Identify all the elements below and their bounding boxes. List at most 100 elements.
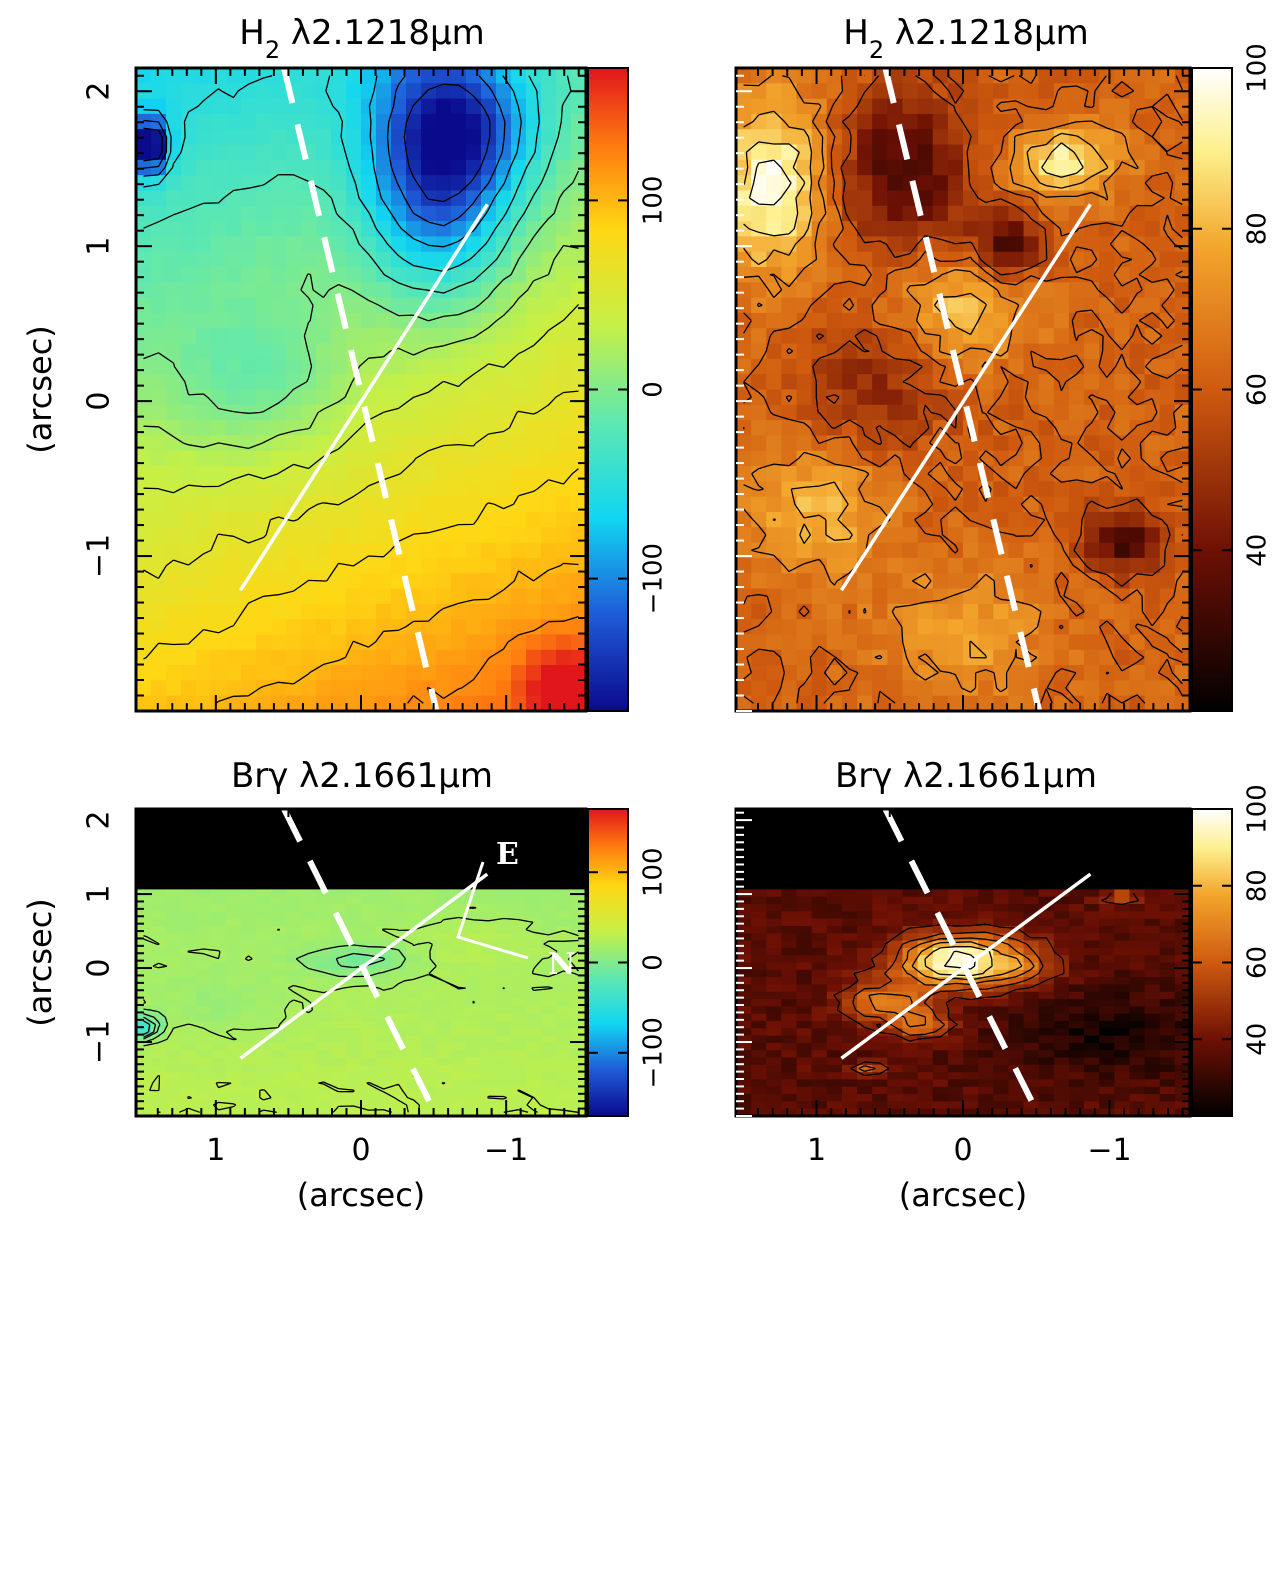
heatmap-cell	[166, 358, 182, 375]
heatmap-cell	[826, 882, 843, 891]
heatmap-cell	[316, 947, 332, 956]
heatmap-cell	[1038, 129, 1055, 146]
heatmap-cell	[436, 1050, 452, 1059]
heatmap-cell	[466, 83, 482, 100]
heatmap-cell	[781, 925, 798, 934]
heatmap-cell	[496, 962, 512, 971]
heatmap-cell	[466, 496, 482, 513]
heatmap-cell	[541, 236, 557, 253]
heatmap-cell	[541, 374, 557, 391]
heatmap-cell	[1008, 557, 1025, 574]
heatmap-cell	[1038, 860, 1055, 869]
heatmap-cell	[556, 955, 572, 964]
heatmap-cell	[811, 527, 828, 544]
heatmap-cell	[511, 435, 527, 452]
heatmap-cell	[526, 1050, 542, 1059]
heatmap-cell	[781, 190, 798, 207]
heatmap-cell	[963, 838, 979, 847]
heatmap-cell	[796, 962, 813, 971]
contour-line	[143, 75, 506, 227]
heatmap-cell	[993, 221, 1009, 238]
heatmap-cell	[226, 297, 242, 314]
heatmap-cell	[196, 955, 212, 964]
heatmap-cell	[556, 867, 572, 876]
heatmap-cell	[346, 830, 362, 839]
heatmap-cell	[511, 1042, 527, 1051]
heatmap-cell	[286, 984, 302, 993]
heatmap-cell	[781, 527, 798, 544]
heatmap-cell	[226, 1013, 242, 1022]
heatmap-cell	[361, 867, 377, 876]
heatmap-cell	[421, 1101, 437, 1110]
heatmap-cell	[451, 1072, 467, 1081]
heatmap-cell	[857, 634, 873, 651]
heatmap-cell	[511, 1013, 527, 1022]
heatmap-cell	[511, 588, 527, 605]
heatmap-cell	[902, 695, 919, 712]
heatmap-cell	[1023, 867, 1040, 876]
heatmap-cell	[872, 918, 888, 927]
heatmap-cell	[947, 221, 964, 238]
heatmap-cell	[1144, 962, 1161, 971]
heatmap-cell	[1174, 251, 1191, 268]
heatmap-cell	[346, 889, 362, 898]
heatmap-cell	[436, 420, 452, 437]
heatmap-cell	[556, 389, 572, 406]
heatmap-cell	[993, 823, 1009, 832]
heatmap-cell	[391, 267, 407, 283]
heatmap-cell	[1114, 374, 1131, 391]
heatmap-cell	[1068, 867, 1085, 876]
heatmap-cell	[316, 695, 332, 712]
heatmap-cell	[451, 542, 467, 559]
heatmap-cell	[1068, 420, 1085, 437]
heatmap-cell	[796, 496, 813, 513]
heatmap-cell	[556, 1072, 572, 1081]
heatmap-cell	[316, 984, 332, 993]
heatmap-cell	[1023, 267, 1040, 283]
heatmap-cell	[466, 925, 482, 934]
heatmap-cell	[963, 816, 979, 825]
heatmap-cell	[993, 695, 1009, 712]
heatmap-cell	[1084, 297, 1100, 314]
heatmap-cell	[1129, 205, 1146, 222]
heatmap-cell	[1023, 904, 1040, 912]
heatmap-cell	[451, 496, 467, 513]
heatmap-cell	[841, 98, 858, 115]
heatmap-cell	[226, 860, 242, 869]
heatmap-cell	[811, 933, 828, 942]
heatmap-cell	[526, 1101, 542, 1110]
heatmap-cell	[271, 845, 287, 854]
heatmap-cell	[136, 420, 152, 437]
heatmap-cell	[166, 680, 182, 697]
heatmap-cell	[526, 159, 542, 176]
colorbar-tick-label: 100	[1243, 43, 1273, 93]
heatmap-cell	[1023, 374, 1040, 391]
heatmap-cell	[286, 190, 302, 207]
heatmap-cell	[1114, 557, 1131, 574]
heatmap-cell	[151, 159, 167, 176]
heatmap-cell	[917, 159, 934, 176]
heatmap-cell	[1099, 404, 1115, 421]
heatmap-cell	[391, 374, 407, 391]
heatmap-cell	[932, 542, 949, 559]
heatmap-cell	[1174, 940, 1191, 949]
heatmap-cell	[541, 619, 557, 636]
heatmap-cell	[902, 573, 919, 590]
heatmap-cell	[301, 1020, 317, 1029]
heatmap-cell	[406, 896, 422, 905]
heatmap-cell	[1099, 695, 1115, 712]
heatmap-cell	[451, 1057, 467, 1066]
heatmap-cell	[963, 933, 979, 942]
heatmap-cell	[241, 999, 257, 1007]
heatmap-cell	[978, 98, 994, 115]
heatmap-cell	[376, 845, 392, 854]
heatmap-cell	[963, 557, 979, 574]
heatmap-cell	[376, 619, 392, 636]
heatmap-cell	[556, 991, 572, 1000]
heatmap-cell	[1084, 809, 1100, 817]
heatmap-cell	[451, 695, 467, 712]
heatmap-cell	[151, 358, 167, 375]
heatmap-cell	[436, 466, 452, 482]
heatmap-cell	[466, 1020, 482, 1029]
heatmap-cell	[256, 1101, 272, 1110]
